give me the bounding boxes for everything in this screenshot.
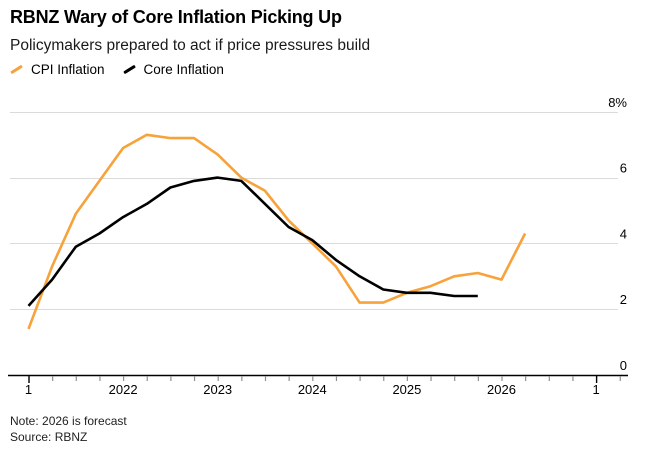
x-axis-tick-label: 2023 <box>203 382 232 397</box>
chart-note: Note: 2026 is forecast <box>10 414 127 428</box>
y-axis-tick-label: 6 <box>620 161 627 176</box>
legend-item-cpi-inflation: CPI Inflation <box>10 62 105 77</box>
x-axis-tick-label: 1 <box>25 382 32 397</box>
legend-item-core-inflation: Core Inflation <box>122 62 224 77</box>
chart-source: Source: RBNZ <box>10 430 88 444</box>
x-axis-tick-label: 1 <box>592 382 599 397</box>
page-subtitle: Policymakers prepared to act if price pr… <box>10 37 371 54</box>
x-axis-tick-label: 2024 <box>298 382 327 397</box>
legend-label-cpi: CPI Inflation <box>31 62 105 77</box>
chart-legend: CPI Inflation Core Inflation <box>10 62 224 77</box>
x-axis-tick-label: 2022 <box>109 382 138 397</box>
y-axis-tick-label: 4 <box>620 226 627 241</box>
series-line-core-inflation <box>27 176 478 307</box>
y-axis-tick-label: 0 <box>620 358 627 373</box>
page-title: RBNZ Wary of Core Inflation Picking Up <box>10 7 342 27</box>
legend-label-core: Core Inflation <box>143 62 224 77</box>
y-axis-tick-label: 2 <box>620 292 627 307</box>
x-axis-tick-label: 2026 <box>487 382 516 397</box>
x-axis-tick-label: 2025 <box>392 382 421 397</box>
series-line-cpi-inflation <box>27 133 527 330</box>
y-axis-tick-label: 8% <box>608 95 627 110</box>
chart-footer: Note: 2026 is forecast Source: RBNZ <box>10 413 127 445</box>
